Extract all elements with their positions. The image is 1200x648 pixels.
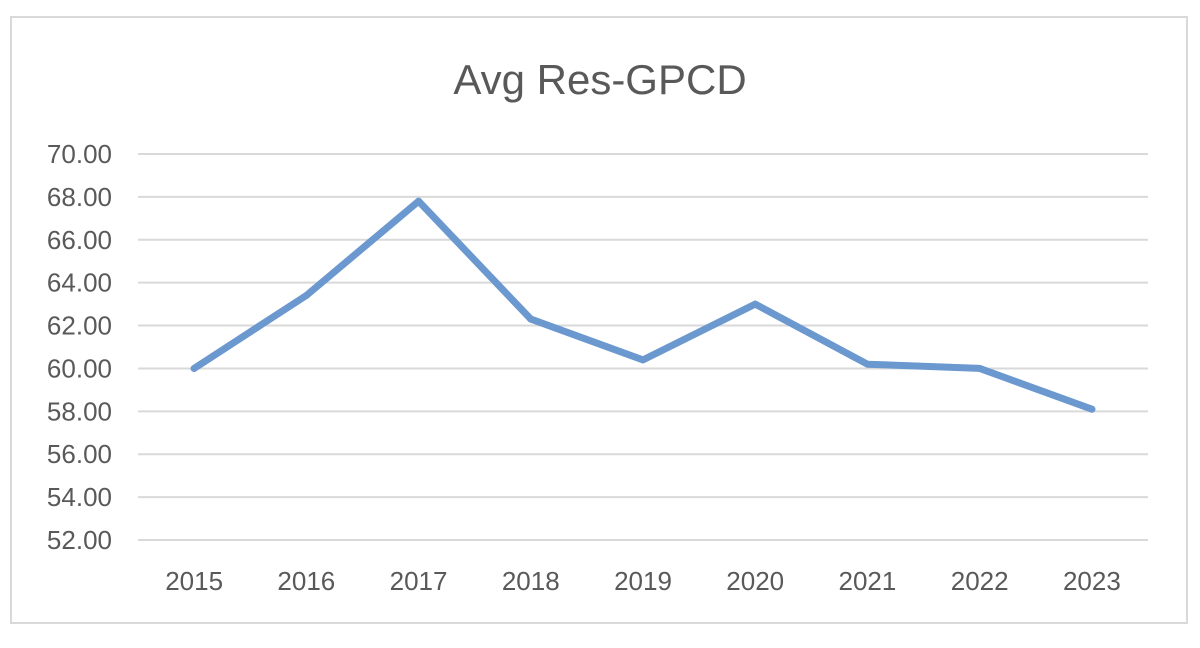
y-tick-label: 56.00 [47,439,112,469]
data-point [639,356,647,364]
y-tick-label: 70.00 [47,139,112,169]
data-point [527,315,535,323]
x-tick-label: 2017 [390,566,448,596]
data-point [415,197,423,205]
chart-frame [10,16,1188,624]
series-line [190,197,1096,413]
x-axis-labels: 2015 2016 2017 2018 2019 2020 2021 2022 2023 [165,566,1121,596]
y-tick-label: 58.00 [47,396,112,426]
y-tick-label: 60.00 [47,353,112,383]
y-tick-label: 64.00 [47,268,112,298]
data-point [1088,405,1096,413]
data-point [863,360,871,368]
gridlines [138,153,1148,541]
x-tick-label: 2021 [839,566,897,596]
series-group [190,197,1096,413]
x-tick-label: 2020 [726,566,784,596]
chart-title: Avg Res-GPCD [453,56,746,103]
x-tick-label: 2023 [1063,566,1121,596]
y-tick-label: 66.00 [47,225,112,255]
y-axis-labels: 52.00 54.00 56.00 58.00 60.00 62.00 64.00 66.00… [47,139,112,555]
x-tick-label: 2016 [277,566,335,596]
x-tick-label: 2018 [502,566,560,596]
data-point [976,364,984,372]
y-tick-label: 54.00 [47,482,112,512]
y-tick-label: 62.00 [47,311,112,341]
data-point [751,300,759,308]
data-point [190,364,198,372]
x-tick-label: 2019 [614,566,672,596]
x-tick-label: 2015 [165,566,223,596]
y-tick-label: 52.00 [47,525,112,555]
data-point [302,292,310,300]
x-tick-label: 2022 [951,566,1009,596]
y-tick-label: 68.00 [47,182,112,212]
